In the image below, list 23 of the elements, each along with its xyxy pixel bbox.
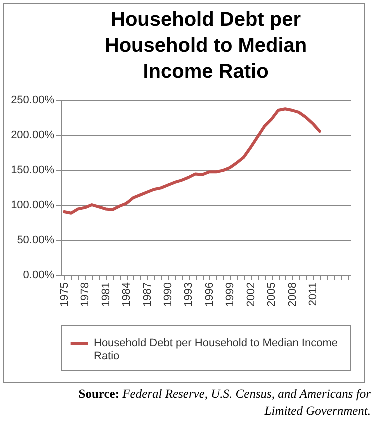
- x-tick-label: 1990: [162, 282, 175, 307]
- x-tick-label: 1981: [100, 282, 112, 307]
- y-tick-label: 250.00%: [11, 94, 55, 106]
- x-tick-label: 1999: [224, 282, 237, 307]
- x-tick-label: 2005: [266, 282, 278, 307]
- line-series: [62, 108, 322, 215]
- y-tick-label: 100.00%: [11, 200, 55, 212]
- source-note: Source: Federal Reserve, U.S. Census, and Americans for Limited Government.: [78, 387, 371, 418]
- y-tick-label: 150.00%: [11, 164, 55, 176]
- x-tick-label: 2011: [308, 282, 320, 306]
- x-tick-label: 1996: [204, 282, 216, 307]
- legend-label: Household Debt per Household to Median Income Ratio: [94, 338, 338, 362]
- x-tick-label: 1987: [142, 282, 154, 307]
- x-tick-label: 2008: [286, 282, 299, 307]
- y-tick-label: 200.00%: [11, 130, 55, 142]
- x-tick-label: 1978: [80, 282, 92, 307]
- x-tick-label: 1975: [58, 282, 71, 307]
- chart-title: Household Debt per Household to Median Income Ratio: [104, 9, 308, 83]
- y-tick-label: 0.00%: [23, 270, 55, 282]
- x-tick-label: 1993: [183, 282, 196, 307]
- y-tick-label: 50.00%: [17, 234, 55, 246]
- x-tick-label: 1984: [121, 282, 134, 307]
- x-tick-label: 2002: [245, 282, 258, 307]
